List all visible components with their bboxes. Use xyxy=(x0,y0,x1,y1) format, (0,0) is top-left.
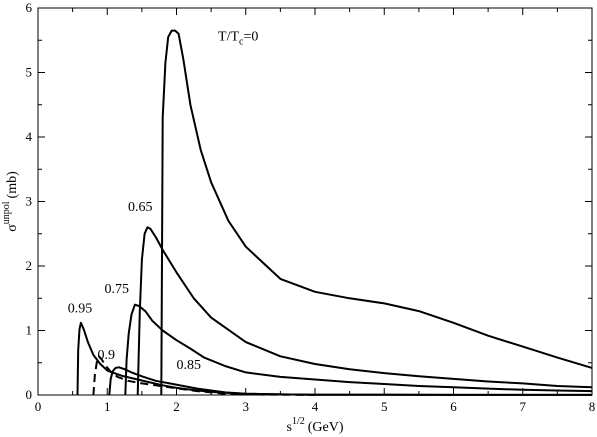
plot-frame xyxy=(37,7,593,396)
plot-area xyxy=(37,7,593,396)
y-axis-label-base: σ xyxy=(5,224,20,232)
y-tick-label: 4 xyxy=(26,129,33,144)
curve-annotation-3: 0.75 xyxy=(104,282,129,297)
y-tick-label: 0 xyxy=(26,387,33,402)
x-axis-label-base: s xyxy=(287,420,292,435)
x-tick-label: 8 xyxy=(589,399,596,414)
curve-annotation-6: 0.85 xyxy=(177,358,202,373)
y-axis-label: σunpol (mb) xyxy=(1,171,20,232)
x-tick-label: 7 xyxy=(520,399,527,414)
series-line-5 xyxy=(92,355,316,396)
series-line-6 xyxy=(108,366,592,396)
y-axis-label-unit: (mb) xyxy=(5,171,20,199)
x-tick-label: 4 xyxy=(312,399,319,414)
x-tick-label: 2 xyxy=(173,399,180,414)
y-axis-label-sup: unpol xyxy=(1,201,12,224)
y-tick-label: 6 xyxy=(26,0,33,15)
curve-annotation-4: 0.95 xyxy=(68,301,93,316)
y-tick-label: 5 xyxy=(26,65,33,80)
x-tick-label: 0 xyxy=(35,399,42,414)
x-axis-ticks: 0 1 2 3 4 5 6 7 8 xyxy=(35,8,596,414)
x-tick-label: 5 xyxy=(381,399,388,414)
x-axis-label-sup: 1/2 xyxy=(292,416,305,427)
x-axis-label-unit: (GeV) xyxy=(308,420,344,435)
curve-annotation-5: 0.9 xyxy=(98,348,116,363)
series-line-3 xyxy=(124,303,593,396)
x-tick-label: 3 xyxy=(243,399,250,414)
x-tick-label: 6 xyxy=(450,399,457,414)
series-line-1 xyxy=(160,29,593,396)
curve-annotation-1: T/Tc=0 xyxy=(218,29,258,47)
x-axis-label: s1/2 (GeV) xyxy=(287,416,344,435)
series-line-2 xyxy=(136,226,593,396)
curve-annotation-2: 0.65 xyxy=(128,200,153,215)
y-tick-label: 1 xyxy=(26,323,33,338)
curves xyxy=(76,29,593,396)
y-tick-label: 3 xyxy=(26,194,33,209)
x-tick-label: 1 xyxy=(104,399,111,414)
y-tick-label: 2 xyxy=(26,258,33,273)
y-axis-ticks: 0 1 2 3 4 5 6 xyxy=(26,0,592,402)
annotations: T/Tc=0 0.65 0.75 0.95 0.9 0.85 xyxy=(68,29,259,373)
